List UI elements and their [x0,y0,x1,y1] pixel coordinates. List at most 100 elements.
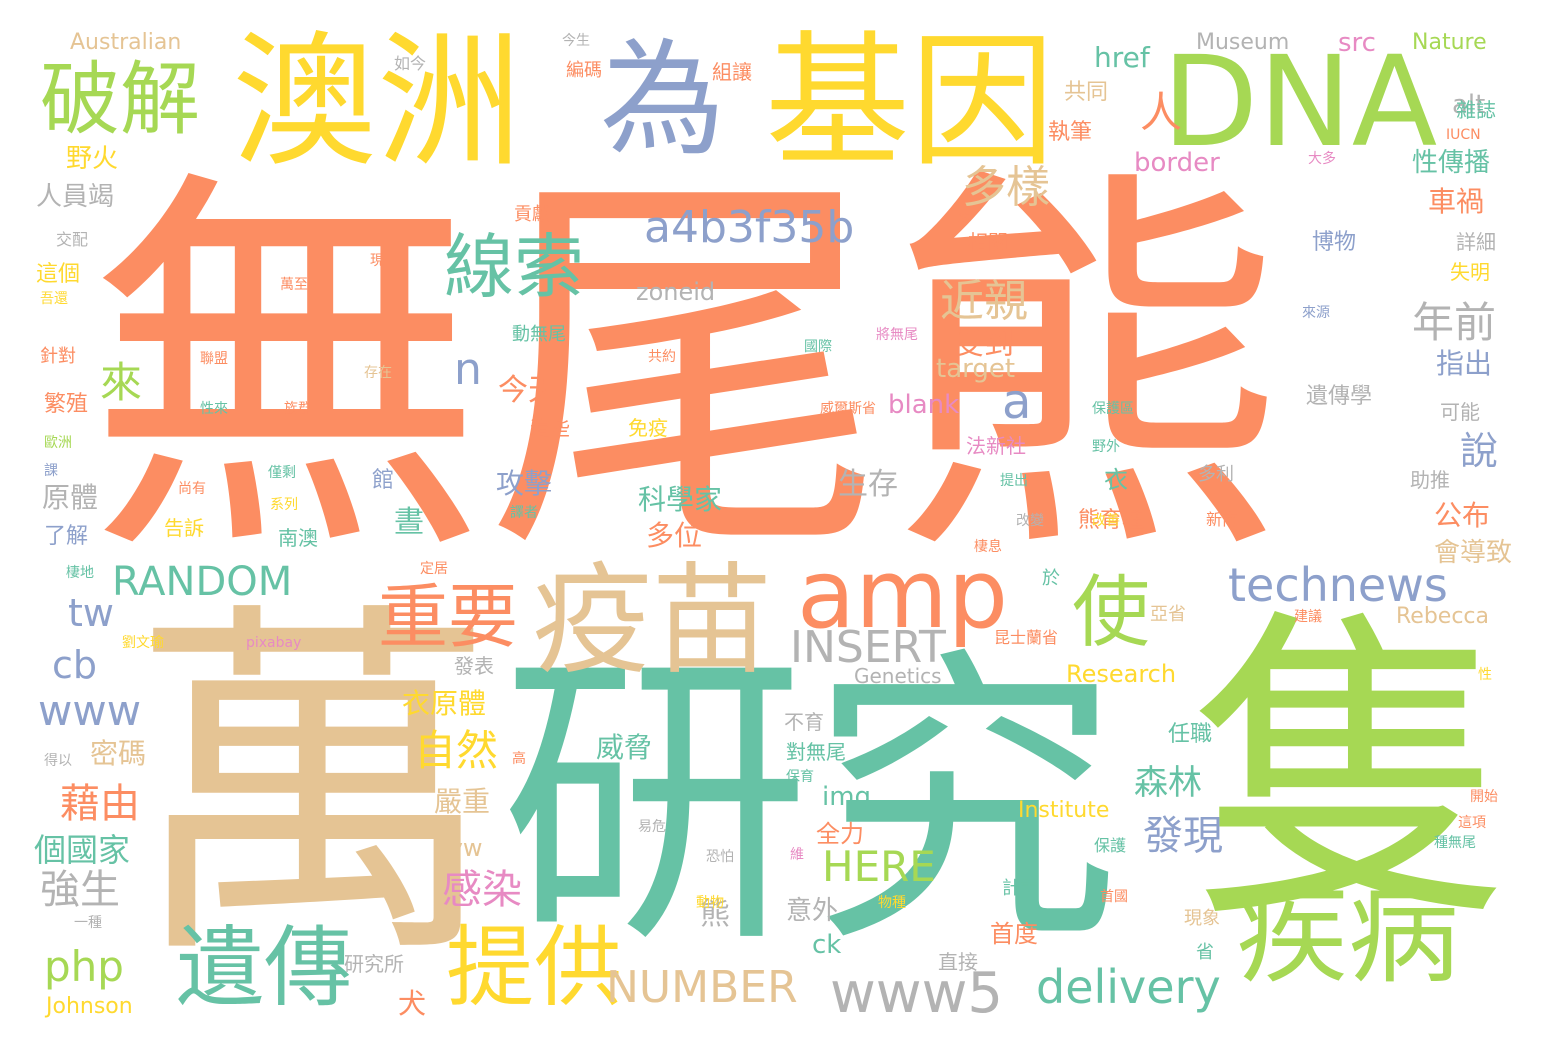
word: 計畫 [1002,878,1038,899]
word: www5 [830,961,1004,1026]
word: 使 [1072,568,1151,658]
word: 保護區 [1092,401,1134,417]
word: n [454,344,482,395]
word: src [1338,28,1376,58]
word: 保護 [1094,836,1127,855]
word: 新南 [1206,510,1239,529]
word: 對無尾 [786,740,846,764]
word: 野外 [1092,439,1120,455]
word: 不育 [784,710,824,734]
word: 萬 [128,574,498,1004]
word: 多樣 [962,162,1050,213]
word: 研究 [500,624,1120,985]
word: 性來 [200,401,228,417]
word: 聯盟 [200,351,228,367]
word: 編碼 [566,60,602,81]
word: 任職 [1168,722,1213,747]
word: Rebecca [1396,604,1490,629]
word: 遺傳 [176,916,353,1019]
word: 亞省 [1150,604,1186,625]
word: 失明 [1450,260,1490,284]
word: 了解 [44,524,89,549]
word: 森林 [1134,763,1202,803]
word: 首度 [990,920,1038,948]
word: 提出 [1000,473,1028,489]
word: 省 [1196,942,1214,963]
word: 約 [958,211,971,225]
word: 恐怕 [706,849,734,865]
word: 為 [600,28,725,173]
word: 性傳播 [1412,148,1491,178]
word: 吾還 [40,291,68,307]
word: 物種 [878,895,906,911]
word: 如今 [394,54,427,73]
word: 系列 [270,497,298,513]
word: delivery [1036,960,1221,1014]
word: 意外 [786,896,839,926]
word: ck [812,930,842,960]
word: Nature [1412,30,1487,55]
word: 人員竭 [36,182,115,212]
word: 來 [100,358,143,407]
word: Australian [70,30,182,55]
word: 遺傳學 [1306,384,1373,409]
word: 無尾熊 [86,139,1286,604]
word: 針對 [40,346,76,367]
word: alt [1452,90,1486,120]
word: 全力 [816,820,864,848]
word: INSERT [790,622,946,673]
word: href [1094,41,1150,74]
word: 藉由 [60,781,140,827]
word: 動無尾 [512,324,566,345]
word: 一種 [74,915,102,931]
word: 劉文瑜 [122,635,164,651]
word: 研究所 [344,952,404,976]
word: 生存 [838,467,898,502]
word: 存在 [364,365,392,381]
word: 改變 [1016,513,1044,529]
word: a4b3f35b [644,202,855,253]
word: 易危 [638,819,666,835]
word: www [38,686,142,735]
word: 公布 [1434,499,1491,532]
word: php [44,942,124,991]
word: blank [888,390,960,420]
word: tw [68,591,114,635]
word: 昆士蘭省 [994,628,1059,647]
word: 疾病 [1236,869,1460,999]
word: 今天 [498,373,558,408]
word: 野火 [66,144,119,174]
word: 攻擊 [496,467,553,500]
word: 受到 [954,327,1014,362]
word: 詳細 [1456,230,1496,254]
word: 晝 [394,505,424,540]
word: 基因 [765,18,1055,187]
word: 課 [44,463,58,479]
word: 國際 [804,339,832,355]
word: 來源 [1302,305,1330,321]
word: 共約 [648,349,676,365]
word: 這些 [530,416,570,440]
word: technews [1228,558,1448,612]
word: 提供 [446,916,623,1019]
word: target [936,354,1016,384]
word: Museum [1196,30,1290,55]
word: 歐洲 [44,435,72,451]
word: 指出 [1436,347,1493,380]
word: 棲息 [974,539,1002,555]
word: a [1002,374,1032,430]
word: 萬至 [280,277,308,293]
word: 熊 [700,897,730,932]
word: Research [1066,660,1177,688]
word: 組讓 [712,60,752,84]
word: 今生 [562,33,590,49]
word: 隻 [1190,583,1515,962]
word: 博物 [1312,230,1357,255]
word: 僅剩 [268,465,296,481]
word: 法新社 [966,434,1026,458]
word: 維 [790,847,804,863]
word: 科學家 [638,483,723,516]
word: 得以 [44,753,72,769]
word: 自然 [414,726,499,775]
